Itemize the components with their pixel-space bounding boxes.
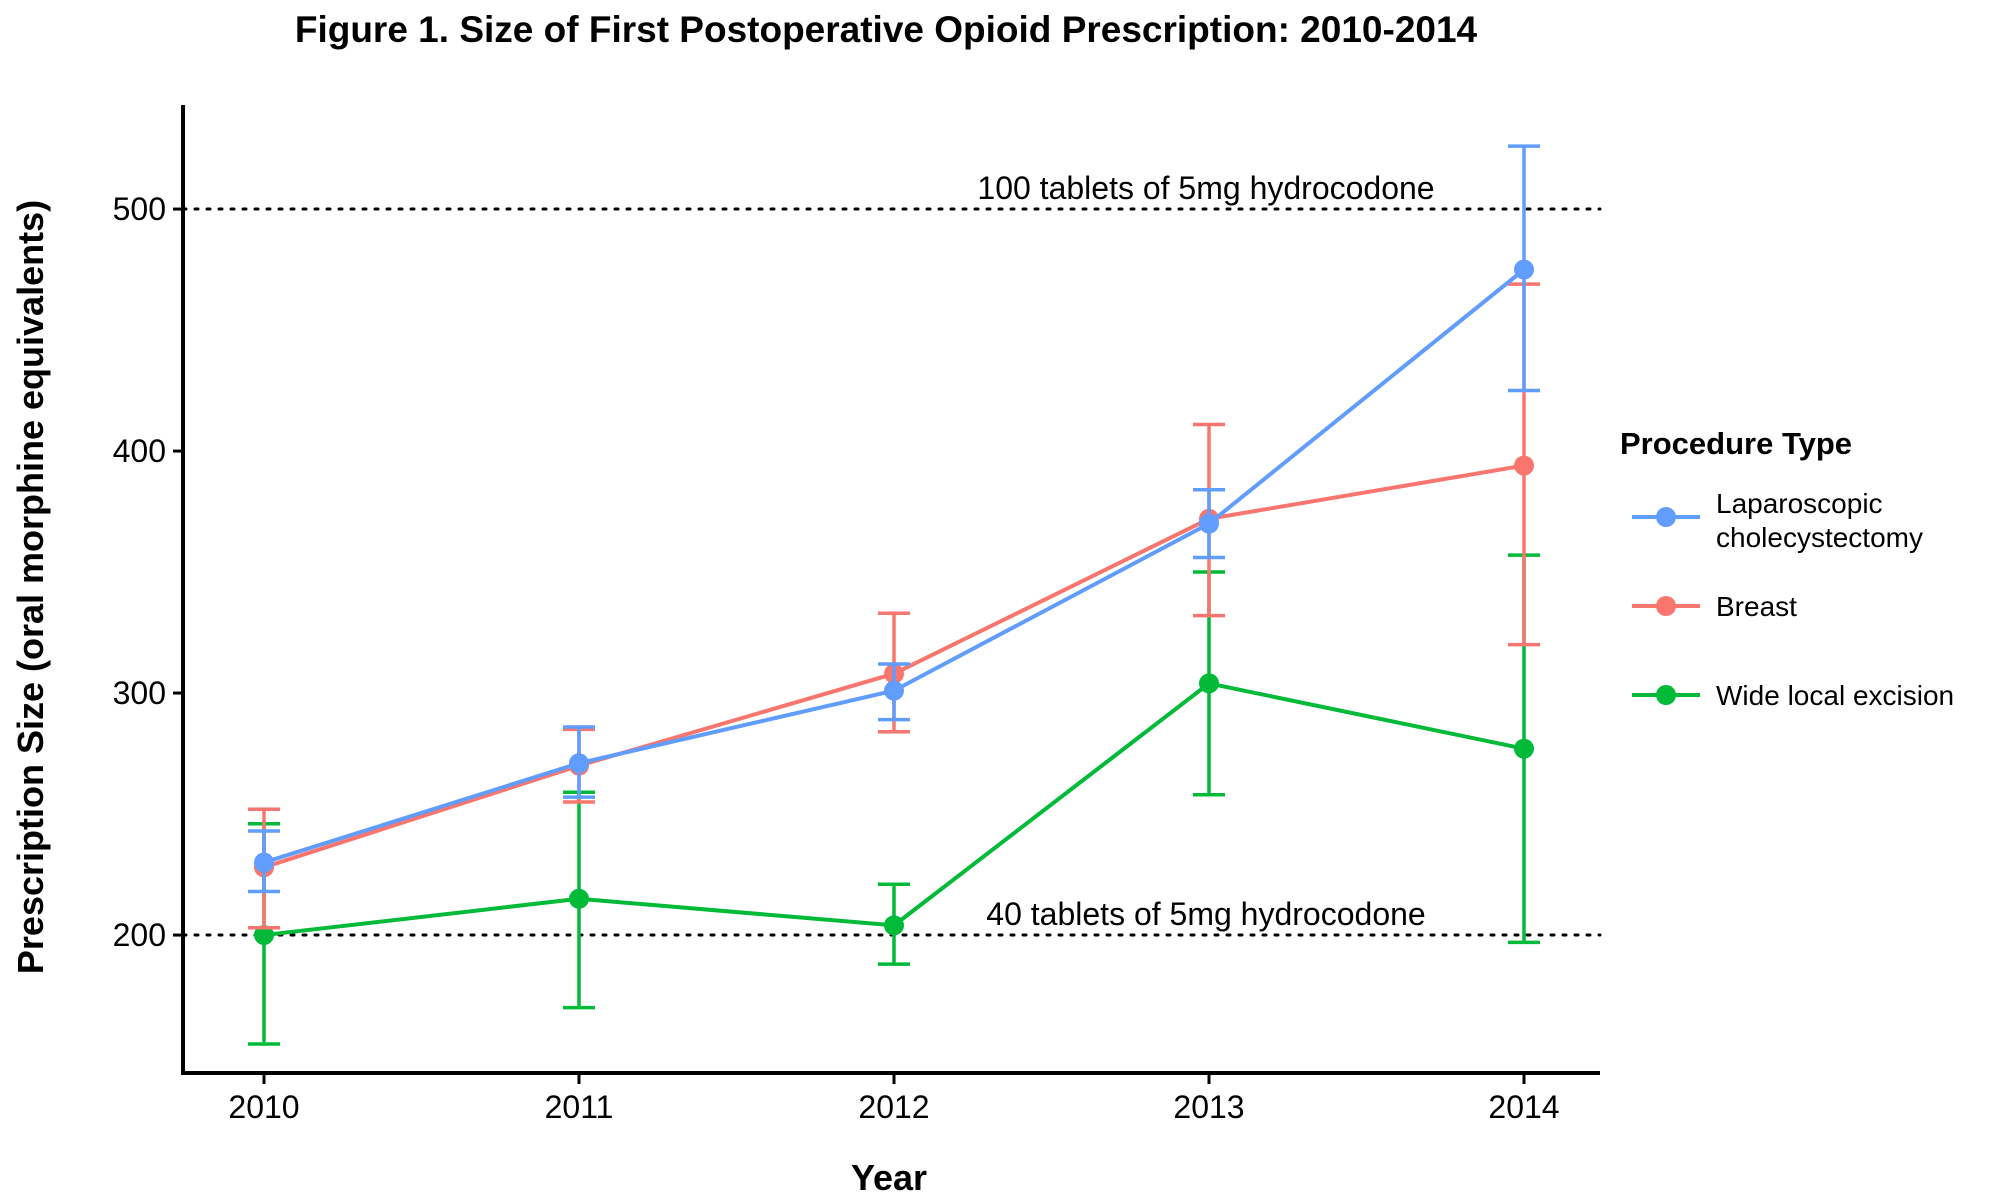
legend-item-laparoscopic-cholecystectomy: Laparoscopic cholecystectomy	[1632, 488, 1923, 553]
y-tick-label: 300	[113, 675, 166, 711]
y-tick-label: 200	[113, 917, 166, 953]
data-point	[569, 888, 589, 909]
legend-label: Wide local excision	[1716, 680, 1954, 711]
data-point	[1514, 738, 1534, 759]
series-laparoscopic-cholecystectomy	[248, 144, 1540, 894]
x-tick-label: 2010	[228, 1089, 299, 1125]
legend-item-breast: Breast	[1632, 591, 1797, 622]
legend-label: Breast	[1716, 591, 1797, 622]
data-point	[884, 680, 904, 701]
legend-swatch-point	[1656, 596, 1676, 616]
legend-title: Procedure Type	[1620, 426, 1852, 461]
legend-swatch-point	[1656, 507, 1676, 527]
legend-label: Laparoscopic cholecystectomy	[1716, 488, 1923, 553]
data-point	[1199, 513, 1219, 534]
series-layer	[248, 144, 1540, 1046]
reference-line-label: 40 tablets of 5mg hydrocodone	[986, 896, 1425, 932]
chart-title: Figure 1. Size of First Postoperative Op…	[295, 9, 1478, 50]
x-tick-label: 2014	[1488, 1089, 1559, 1125]
data-point	[254, 925, 274, 946]
data-point	[569, 753, 589, 774]
legend-swatch-point	[1656, 685, 1676, 705]
x-axis-title: Year	[851, 1157, 927, 1198]
legend: Procedure Type Laparoscopic cholecystecto…	[1620, 426, 1954, 711]
y-axis-title: Prescription Size (oral morphine equival…	[10, 200, 51, 974]
data-point	[884, 915, 904, 936]
series-line	[263, 268, 1526, 865]
data-point	[1514, 259, 1534, 280]
reference-line-label: 100 tablets of 5mg hydrocodone	[977, 170, 1434, 206]
series-breast	[248, 282, 1540, 930]
y-tick-label: 400	[113, 433, 166, 469]
x-tick-label: 2013	[1173, 1089, 1244, 1125]
y-tick-label: 500	[113, 191, 166, 227]
data-point	[1199, 673, 1219, 694]
legend-item-wide-local-excision: Wide local excision	[1632, 680, 1954, 711]
x-tick-label: 2011	[545, 1089, 614, 1125]
reference-lines: 100 tablets of 5mg hydrocodone 40 tablets…	[181, 170, 1602, 937]
axes: 200 300 400 500 2010 2011 2012 2013 2014	[113, 105, 1600, 1125]
data-point	[1514, 455, 1534, 476]
data-point	[254, 852, 274, 873]
x-tick-label: 2012	[858, 1089, 929, 1125]
